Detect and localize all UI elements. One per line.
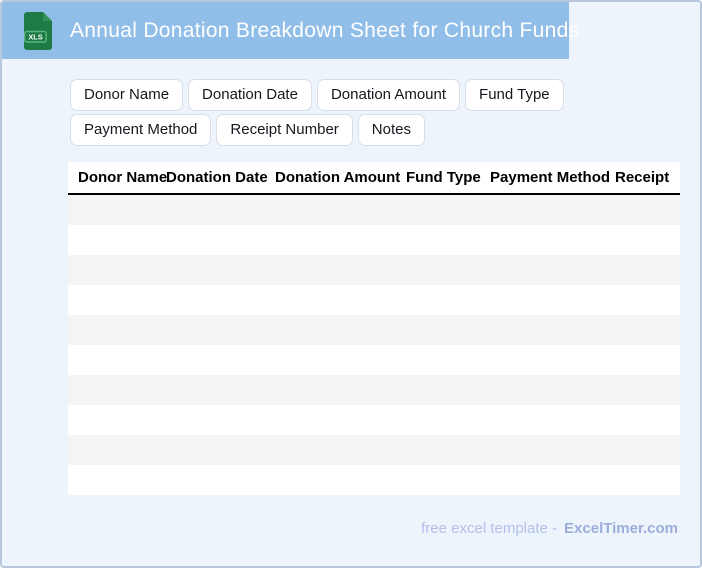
table-row <box>68 225 680 255</box>
page-title: Annual Donation Breakdown Sheet for Chur… <box>70 18 580 42</box>
table-row <box>68 405 680 435</box>
field-chip[interactable]: Receipt Number <box>216 114 353 146</box>
field-chip[interactable]: Notes <box>357 114 425 146</box>
footer-tagline: free excel template - <box>421 520 558 537</box>
table-row <box>68 255 680 285</box>
table-row <box>68 315 680 345</box>
table-body <box>68 195 680 495</box>
column-header: Fund Type <box>406 169 481 186</box>
column-header: Payment Method <box>490 169 611 186</box>
table-row <box>68 195 680 225</box>
field-chips: Donor Name Donation Date Donation Amount Fu… <box>70 79 685 146</box>
field-chip[interactable]: Payment Method <box>70 114 212 146</box>
field-chip[interactable]: Donation Amount <box>316 79 461 111</box>
table-row <box>68 285 680 315</box>
column-header: Receipt <box>615 169 670 186</box>
footer-brand-link[interactable]: ExcelTimer.com <box>564 520 678 537</box>
table-row <box>68 345 680 375</box>
table-row <box>68 375 680 405</box>
table-row <box>68 465 680 495</box>
field-chip[interactable]: Donor Name <box>70 79 184 111</box>
header-bar: XLS Annual Donation Breakdown Sheet for … <box>2 2 579 59</box>
xls-file-icon: XLS <box>24 11 52 50</box>
field-chip[interactable]: Fund Type <box>465 79 564 111</box>
spreadsheet-preview: Donor Name Donation Date Donation Amount Fu… <box>68 162 680 495</box>
field-chip[interactable]: Donation Date <box>188 79 312 111</box>
column-header: Donation Amount <box>275 169 401 186</box>
table-header-row: Donor Name Donation Date Donation Amount Fu… <box>68 162 680 195</box>
footer: free excel template - ExcelTimer.com <box>421 520 678 537</box>
table-row <box>68 435 680 465</box>
xls-badge-label: XLS <box>28 32 42 41</box>
column-header: Donor Name <box>78 169 168 186</box>
column-header: Donation Date <box>166 169 268 186</box>
